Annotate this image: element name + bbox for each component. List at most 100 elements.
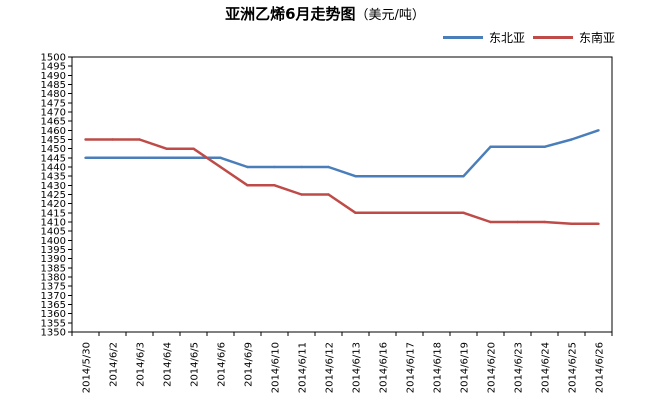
y-tick-label: 1490 xyxy=(41,71,66,82)
x-tick-label: 2014/6/2 xyxy=(109,342,120,387)
data-point xyxy=(570,138,573,141)
data-point xyxy=(543,220,546,224)
data-point xyxy=(84,138,87,141)
data-point xyxy=(246,184,249,187)
data-point xyxy=(408,211,411,215)
data-point xyxy=(570,222,573,226)
y-tick-label: 1470 xyxy=(41,108,66,119)
chart-title-unit: （美元/吨） xyxy=(355,8,425,23)
y-tick-label: 1465 xyxy=(41,117,66,128)
x-tick-label: 2014/6/26 xyxy=(595,342,606,393)
data-point xyxy=(192,147,195,150)
data-point xyxy=(111,156,114,160)
y-tick-label: 1450 xyxy=(41,144,66,155)
data-point xyxy=(435,211,438,215)
x-tick-label: 2014/6/3 xyxy=(136,342,147,387)
data-point xyxy=(462,174,465,178)
y-tick-label: 1350 xyxy=(41,328,66,339)
data-point xyxy=(192,156,195,160)
y-tick-label: 1420 xyxy=(41,199,66,210)
data-point xyxy=(435,174,438,178)
data-point xyxy=(516,145,519,149)
data-point xyxy=(300,193,303,196)
legend-swatch-southeast-asia xyxy=(533,36,573,39)
y-tick-label: 1405 xyxy=(41,227,66,238)
data-point xyxy=(219,156,222,160)
data-point xyxy=(489,145,492,149)
x-tick-label: 2014/6/13 xyxy=(352,342,363,393)
x-tick-label: 2014/6/9 xyxy=(244,342,255,387)
data-point xyxy=(489,220,492,224)
y-tick-label: 1395 xyxy=(41,245,66,256)
x-tick-label: 2014/6/24 xyxy=(541,342,552,393)
plot-area-border xyxy=(71,56,613,333)
y-tick-label: 1410 xyxy=(41,218,66,229)
y-tick-label: 1485 xyxy=(41,80,66,91)
data-point xyxy=(246,165,249,169)
legend-item-northeast-asia: 东北亚 xyxy=(443,29,525,46)
y-tick-label: 1500 xyxy=(41,53,66,64)
x-tick-label: 2014/6/5 xyxy=(190,342,201,387)
y-tick-label: 1390 xyxy=(41,254,66,265)
y-tick-label: 1385 xyxy=(41,263,66,274)
data-point xyxy=(597,222,600,226)
data-point xyxy=(273,165,276,169)
y-tick-label: 1445 xyxy=(41,153,66,164)
legend-label-northeast-asia: 东北亚 xyxy=(489,31,526,45)
x-tick-label: 2014/6/20 xyxy=(487,342,498,393)
data-point xyxy=(516,220,519,224)
chart-title: 亚洲乙烯6月走势图（美元/吨） xyxy=(0,3,650,24)
x-tick-label: 2014/5/30 xyxy=(82,342,93,393)
data-point xyxy=(165,147,168,150)
y-tick-label: 1495 xyxy=(41,62,66,73)
x-tick-label: 2014/6/6 xyxy=(217,342,228,387)
y-tick-label: 1435 xyxy=(41,172,66,183)
x-tick-label: 2014/6/10 xyxy=(271,342,282,393)
y-tick-label: 1480 xyxy=(41,89,66,100)
data-point xyxy=(381,211,384,215)
legend-swatch-northeast-asia xyxy=(443,36,483,39)
data-point xyxy=(354,211,357,215)
x-tick-label: 2014/6/4 xyxy=(163,342,174,387)
y-tick-label: 1460 xyxy=(41,126,66,137)
y-tick-label: 1440 xyxy=(41,163,66,174)
data-point xyxy=(300,165,303,169)
chart-title-main: 亚洲乙烯6月走势图 xyxy=(225,5,356,23)
x-tick-label: 2014/6/25 xyxy=(568,342,579,393)
y-tick-label: 1365 xyxy=(41,300,66,311)
data-point xyxy=(111,138,114,141)
y-tick-label: 1415 xyxy=(41,208,66,219)
data-point xyxy=(381,174,384,178)
series-line-northeast-asia xyxy=(85,129,599,178)
x-tick-label: 2014/6/18 xyxy=(433,342,444,393)
data-point xyxy=(543,145,546,149)
data-point xyxy=(408,174,411,178)
x-tick-label: 2014/6/16 xyxy=(379,342,390,393)
y-tick-label: 1475 xyxy=(41,98,66,109)
data-point xyxy=(354,174,357,178)
x-tick-label: 2014/6/12 xyxy=(325,342,336,393)
data-point xyxy=(138,156,141,160)
data-point xyxy=(462,211,465,215)
y-tick-label: 1375 xyxy=(41,282,66,293)
x-tick-label: 2014/6/11 xyxy=(298,342,309,393)
legend-label-southeast-asia: 东南亚 xyxy=(579,31,616,45)
y-tick-label: 1400 xyxy=(41,236,66,247)
x-tick-label: 2014/6/17 xyxy=(406,342,417,393)
y-tick-label: 1425 xyxy=(41,190,66,201)
data-point xyxy=(138,138,141,141)
data-point xyxy=(327,165,330,169)
x-tick-label: 2014/6/23 xyxy=(514,342,525,393)
y-tick-label: 1430 xyxy=(41,181,66,192)
y-tick-label: 1355 xyxy=(41,318,66,329)
y-tick-label: 1370 xyxy=(41,291,66,302)
data-point xyxy=(165,156,168,160)
data-point xyxy=(597,129,600,132)
data-point xyxy=(84,156,87,160)
series-line-southeast-asia xyxy=(85,138,599,226)
y-tick-label: 1380 xyxy=(41,273,66,284)
x-tick-label: 2014/6/19 xyxy=(460,342,471,393)
legend-item-southeast-asia: 东南亚 xyxy=(533,29,615,46)
